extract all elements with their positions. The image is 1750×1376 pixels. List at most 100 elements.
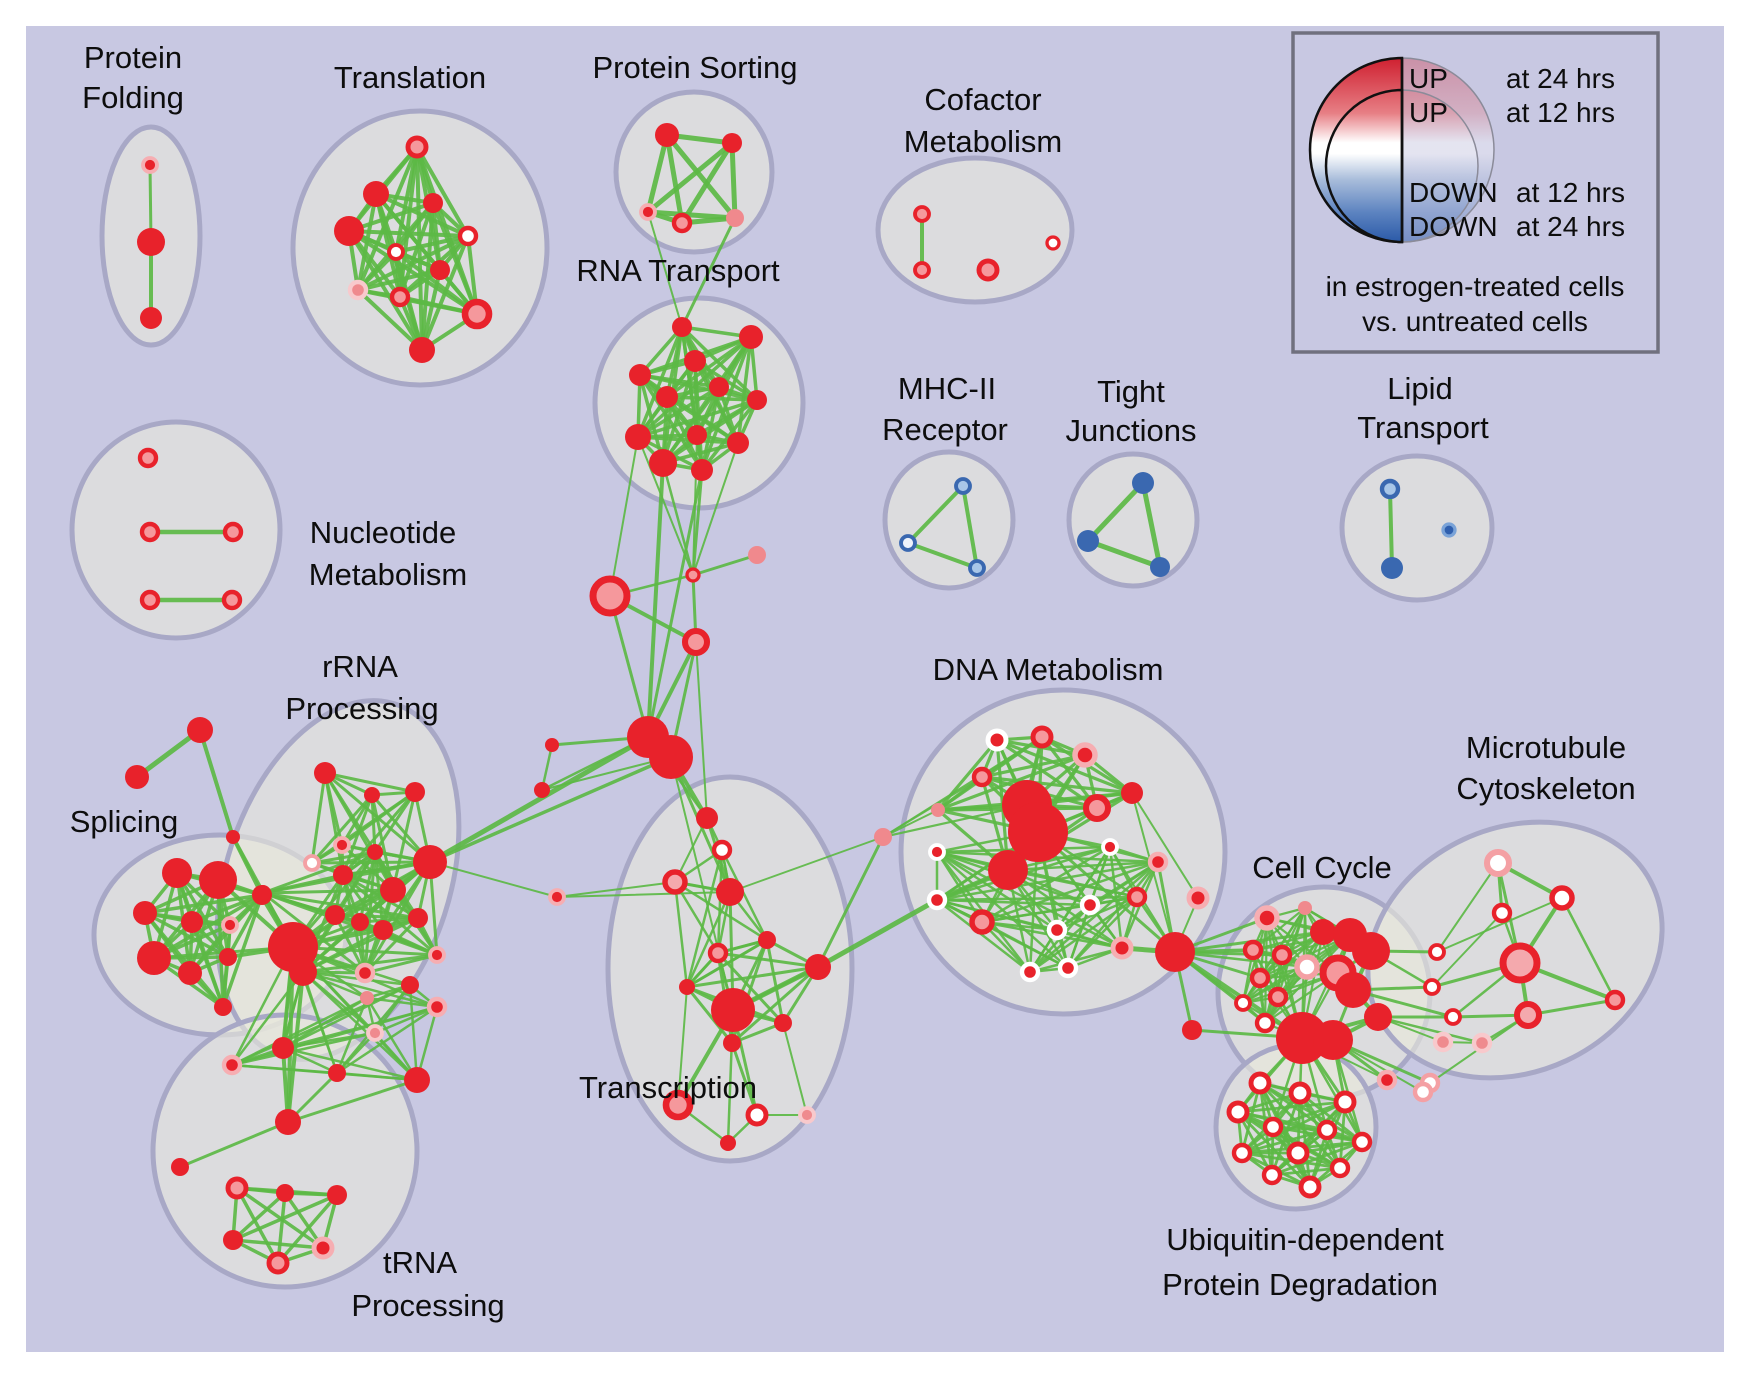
network-edge (373, 790, 417, 854)
legend-down12-time: at 12 hrs (1516, 177, 1625, 208)
network-edge (428, 755, 673, 864)
network-node (1121, 782, 1143, 804)
cluster-label: Cell Cycle (1252, 850, 1392, 885)
network-edge (1088, 860, 1160, 907)
network-edge (261, 888, 395, 895)
network-node (679, 979, 695, 995)
legend: UP at 24 hrs UP at 12 hrs DOWN at 12 hrs… (1291, 31, 1660, 354)
network-node (272, 1037, 294, 1059)
network-edge (427, 734, 651, 865)
cluster-label: RNA Transport (576, 253, 780, 288)
network-edge (231, 1238, 325, 1250)
network-edge (231, 1191, 287, 1242)
network-node (1412, 1081, 1434, 1103)
network-node (314, 762, 336, 784)
network-edge (230, 983, 412, 1067)
network-node (333, 865, 353, 885)
network-edge (1376, 1015, 1484, 1045)
network-edge (782, 1022, 808, 1116)
network-node (405, 782, 425, 802)
network-node (1483, 848, 1513, 878)
network-edge (431, 201, 479, 316)
network-node (629, 364, 651, 386)
network-node (928, 843, 946, 861)
network-node (662, 869, 688, 895)
legend-up12-label: UP (1409, 97, 1448, 128)
network-node (748, 546, 766, 564)
network-node (716, 878, 744, 906)
network-edge (1526, 998, 1617, 1017)
network-node (408, 908, 428, 928)
network-node (798, 1106, 816, 1124)
network-node (328, 1064, 346, 1082)
network-edge (1028, 946, 1124, 974)
network-edge (1140, 480, 1163, 570)
cluster-label: Protein (84, 40, 182, 75)
network-node (1030, 725, 1054, 749)
network-node (1444, 1008, 1462, 1026)
network-edge (636, 325, 684, 439)
network-edge (677, 986, 688, 1106)
network-edge (935, 850, 1059, 932)
legend-down24-label: DOWN (1409, 211, 1498, 242)
network-node (405, 135, 429, 159)
legend-caption-line1: in estrogen-treated cells (1326, 271, 1625, 302)
network-node (671, 212, 693, 234)
network-node (976, 258, 1000, 282)
network-node (534, 782, 550, 798)
network-node (1101, 838, 1119, 856)
network-node (1471, 1032, 1493, 1054)
network-node (1276, 1012, 1328, 1064)
network-node (187, 717, 213, 743)
network-node (140, 307, 162, 329)
network-edge (556, 881, 676, 898)
network-edge (646, 461, 665, 739)
network-edge (637, 436, 694, 576)
network-node (1513, 1000, 1543, 1030)
network-node (1079, 894, 1101, 916)
network-edge (936, 753, 1087, 812)
network-node (364, 787, 380, 803)
network-edge (335, 1031, 377, 1075)
network-node (1082, 793, 1112, 823)
network-edge (323, 771, 417, 794)
cluster-ellipse-mhc-ii-receptor (882, 449, 1016, 591)
network-node (954, 477, 972, 495)
network-edge (729, 140, 738, 221)
network-edge (608, 594, 650, 739)
network-edge (226, 893, 264, 959)
network-edge (143, 911, 230, 959)
network-node (988, 850, 1028, 890)
network-node (656, 386, 678, 408)
network-edge (980, 753, 1087, 779)
cluster-label: Lipid (1387, 371, 1453, 406)
network-node (1499, 942, 1541, 984)
network-edge (235, 1186, 280, 1265)
network-node (1329, 1157, 1351, 1179)
network-edge (134, 727, 203, 780)
cluster-ellipse-tight-junctions (1066, 451, 1200, 589)
network-edge (736, 335, 753, 445)
cluster-label: tRNA (383, 1245, 457, 1280)
network-node (1333, 1090, 1357, 1114)
network-edge (645, 132, 670, 215)
network-edge (935, 898, 1032, 974)
network-node (380, 877, 406, 903)
network-edge (420, 268, 442, 352)
network-edge (231, 1193, 339, 1242)
network-edge (420, 234, 470, 352)
network-edge (1240, 1128, 1329, 1155)
network-edge (935, 850, 1124, 950)
network-edge (646, 468, 704, 739)
network-edge (261, 850, 377, 895)
cluster-label: Cytoskeleton (1456, 771, 1635, 806)
legend-down12-label: DOWN (1409, 177, 1498, 208)
network-node (727, 432, 749, 454)
network-node (1249, 967, 1271, 989)
cluster-label: Nucleotide (310, 515, 456, 550)
network-node (221, 916, 239, 934)
network-edge (700, 398, 759, 472)
network-node (457, 225, 479, 247)
network-node (655, 123, 679, 147)
network-node (367, 844, 383, 860)
